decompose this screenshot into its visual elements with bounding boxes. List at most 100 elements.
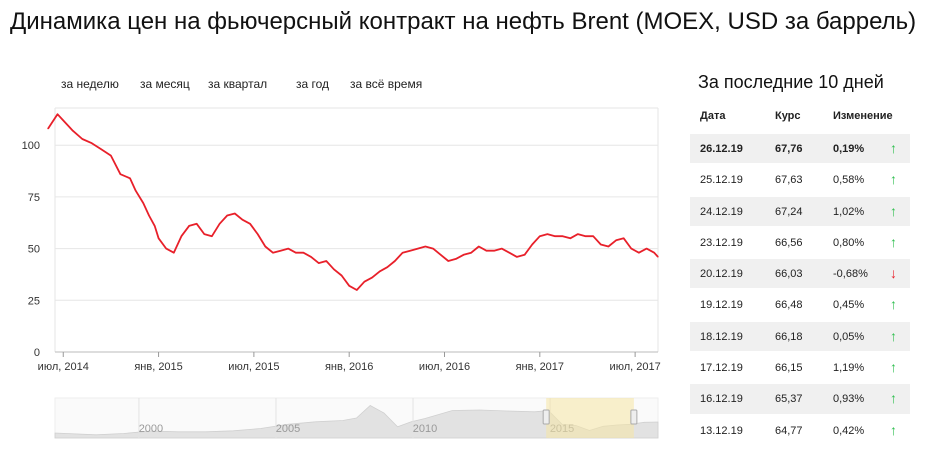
period-week-link[interactable]: за неделю	[61, 77, 119, 91]
price-point	[100, 148, 102, 150]
x-tick-label: янв, 2017	[516, 361, 564, 373]
period-all-time-link[interactable]: за всё время	[350, 77, 423, 91]
row-date: 19.12.19	[700, 299, 743, 312]
column-date-header: Дата	[700, 110, 726, 122]
y-tick-label: 75	[28, 192, 40, 204]
price-point	[257, 233, 259, 235]
column-rate-header: Курс	[775, 110, 801, 122]
price-point	[325, 260, 327, 262]
row-change: 1,02%	[833, 205, 865, 218]
price-point	[462, 254, 465, 256]
price-point	[295, 252, 297, 254]
period-month-link[interactable]: за месяц	[140, 77, 190, 91]
price-point	[363, 281, 366, 283]
quotes-header: Дата Курс Изменение	[690, 101, 910, 132]
price-point	[546, 233, 549, 235]
price-point	[470, 252, 472, 254]
row-date: 16.12.19	[700, 393, 743, 406]
arrow-up-icon: ↑	[890, 359, 897, 376]
price-point	[287, 248, 289, 250]
x-tick-label: янв, 2015	[134, 361, 182, 373]
price-point	[607, 245, 610, 248]
price-point	[272, 252, 274, 254]
price-point	[554, 235, 556, 237]
table-row: 24.12.19 67,24 1,02% ↑	[690, 194, 910, 226]
price-point	[211, 235, 213, 237]
price-point	[638, 252, 640, 254]
y-tick-label: 0	[34, 347, 40, 359]
x-tick-label: июл, 2016	[419, 361, 470, 373]
price-point	[657, 256, 659, 258]
price-point	[218, 223, 221, 225]
row-date: 25.12.19	[700, 174, 743, 187]
price-point	[432, 248, 434, 250]
price-point	[173, 252, 175, 254]
navigator-year-label: 2010	[413, 423, 437, 435]
price-point	[119, 173, 122, 175]
page-title: Динамика цен на фьючерсный контракт на н…	[10, 8, 917, 35]
price-point	[501, 248, 503, 250]
row-date: 26.12.19	[700, 143, 743, 155]
row-rate: 66,15	[775, 362, 803, 375]
price-point	[135, 190, 137, 192]
price-point	[485, 250, 488, 252]
y-tick-label: 100	[22, 140, 40, 152]
row-change: 1,19%	[833, 362, 865, 375]
price-point	[340, 274, 343, 277]
price-point	[81, 138, 83, 140]
table-row: 20.12.19 66,03 -0,68% ↓	[690, 257, 910, 289]
x-tick-label: июл, 2014	[38, 361, 89, 373]
x-tick-label: июл, 2017	[610, 361, 661, 373]
price-point	[196, 223, 198, 225]
row-rate: 67,24	[775, 205, 803, 218]
price-point	[577, 233, 579, 235]
price-point	[180, 235, 183, 237]
price-point	[148, 214, 150, 217]
row-change: 0,93%	[833, 393, 865, 406]
arrow-up-icon: ↑	[890, 390, 897, 407]
navigator-year-label: 2005	[276, 423, 300, 435]
last-10-days-title: За последние 10 дней	[698, 72, 884, 92]
price-point	[157, 237, 160, 239]
price-point	[188, 225, 190, 227]
period-quarter-link[interactable]: за квартал	[208, 77, 268, 91]
price-point	[478, 245, 480, 248]
navigator-left-handle[interactable]	[542, 409, 550, 425]
price-point	[440, 254, 442, 256]
navigator-right-handle[interactable]	[630, 409, 638, 425]
price-point	[226, 214, 228, 217]
y-tick-label: 50	[28, 244, 40, 256]
arrow-down-icon: ↓	[890, 265, 897, 282]
price-point	[142, 202, 144, 204]
price-point	[371, 276, 373, 279]
row-date: 23.12.19	[700, 236, 743, 249]
row-rate: 66,03	[775, 268, 803, 281]
price-point	[279, 250, 282, 252]
arrow-up-icon: ↑	[890, 140, 897, 156]
price-series-line	[47, 113, 659, 291]
price-point	[165, 248, 167, 250]
row-date: 18.12.19	[700, 330, 743, 343]
price-point	[203, 233, 205, 235]
price-point	[508, 252, 510, 254]
price-point	[447, 260, 449, 262]
table-row: 16.12.19 65,37 0,93% ↑	[690, 382, 910, 414]
y-tick-label: 25	[28, 295, 40, 307]
price-point	[356, 289, 358, 291]
row-date: 20.12.19	[700, 268, 743, 281]
price-point	[401, 252, 404, 254]
period-year-link[interactable]: за год	[296, 77, 330, 91]
row-date: 17.12.19	[700, 362, 743, 375]
navigator-selection[interactable]	[546, 398, 634, 438]
price-point	[318, 262, 320, 264]
row-rate: 64,77	[775, 424, 803, 437]
row-change: 0,80%	[833, 236, 865, 249]
price-point	[615, 239, 617, 241]
table-row: 17.12.19 66,15 1,19% ↑	[690, 351, 910, 382]
column-change-header: Изменение	[833, 110, 893, 122]
price-point	[47, 128, 49, 130]
price-point	[630, 248, 632, 250]
price-chart[interactable]: 0 25 50 75 100 июл, 2014 янв, 2015 июл, 2015 янв…	[0, 0, 680, 464]
price-point	[584, 235, 587, 237]
table-row: 13.12.19 64,77 0,42% ↑	[690, 413, 910, 445]
